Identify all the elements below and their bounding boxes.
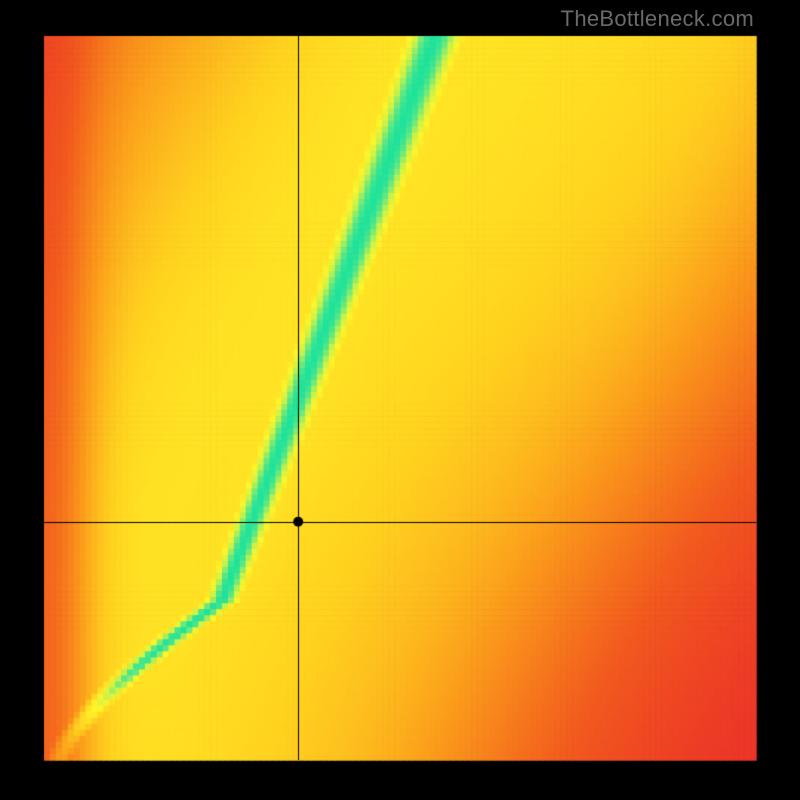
chart-container: TheBottleneck.com (0, 0, 800, 800)
heatmap-canvas (0, 0, 800, 800)
